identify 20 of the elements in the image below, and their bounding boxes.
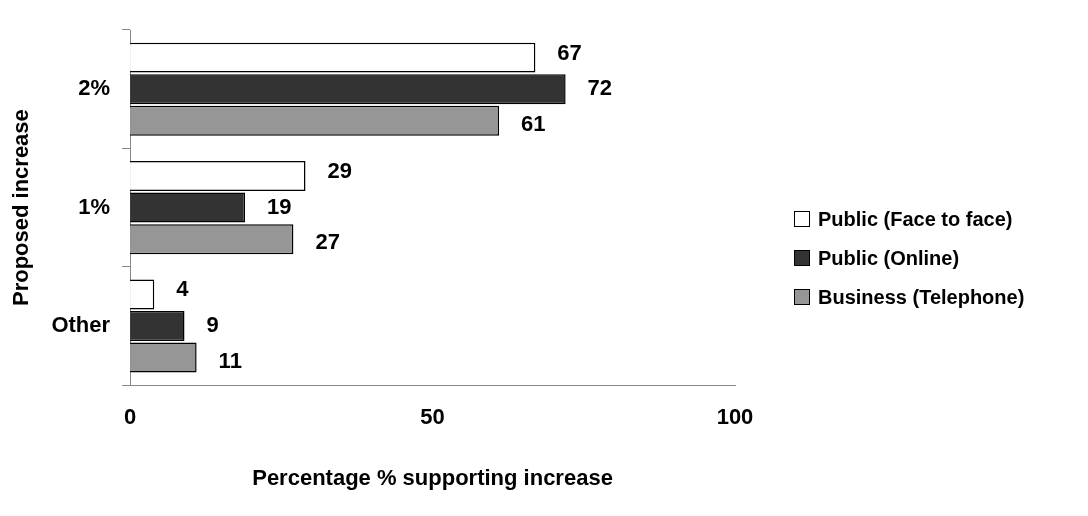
x-axis-title: Percentage % supporting increase bbox=[252, 464, 613, 490]
data-label: 4 bbox=[176, 276, 190, 302]
data-label: 19 bbox=[267, 193, 292, 219]
data-label: 27 bbox=[315, 229, 340, 255]
y-axis-title: Proposed increase bbox=[8, 109, 34, 307]
data-label: 11 bbox=[218, 347, 242, 373]
x-tick-label: 100 bbox=[716, 404, 754, 430]
text: Public (Face to face) bbox=[818, 207, 1013, 231]
y-tick-label: 1% bbox=[78, 193, 111, 219]
data-label: 67 bbox=[557, 39, 582, 65]
legend-label: Business (Telephone) bbox=[818, 285, 1025, 309]
y-tick-label: Other bbox=[51, 312, 111, 338]
y-tick-label: 2% bbox=[78, 75, 111, 101]
data-label: 61 bbox=[521, 110, 546, 136]
data-label: 29 bbox=[327, 158, 352, 184]
data-label: 72 bbox=[587, 75, 613, 101]
x-tick-label: 50 bbox=[420, 404, 445, 430]
x-tick-label: 0 bbox=[123, 404, 137, 430]
data-label: 9 bbox=[206, 312, 219, 338]
legend-label: Public (Online) bbox=[818, 246, 960, 270]
